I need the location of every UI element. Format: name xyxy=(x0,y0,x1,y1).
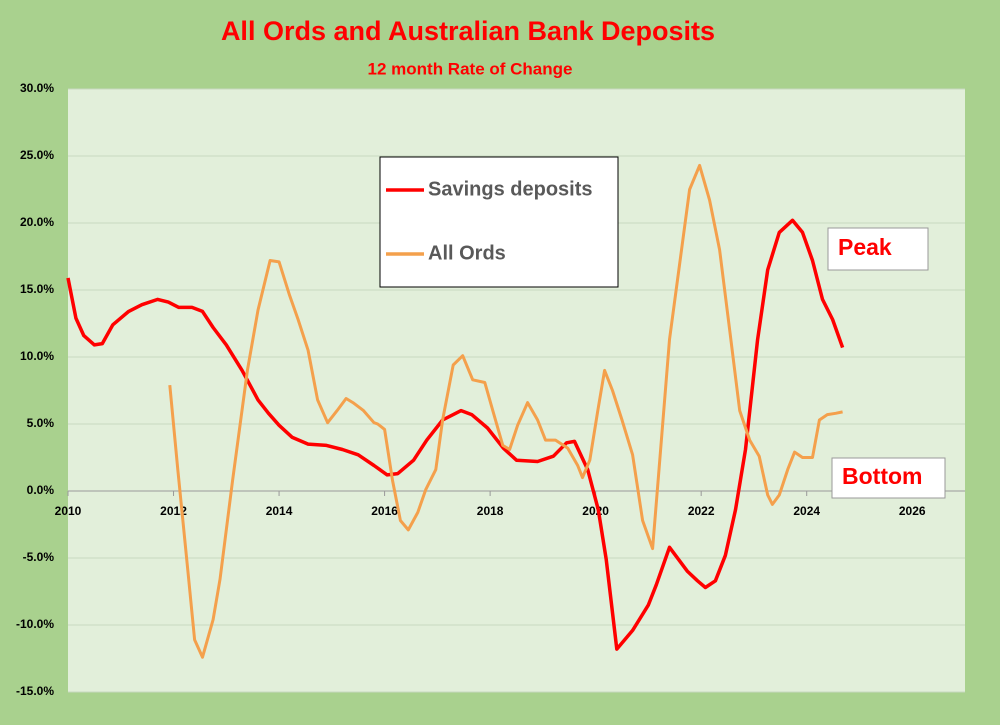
x-tick-label: 2016 xyxy=(371,504,398,518)
chart-subtitle: 12 month Rate of Change xyxy=(368,59,573,78)
y-tick-label: -10.0% xyxy=(16,617,54,631)
y-tick-label: 20.0% xyxy=(20,215,54,229)
y-tick-label: 0.0% xyxy=(27,483,55,497)
annotation-box xyxy=(831,457,946,499)
x-tick-label: 2018 xyxy=(477,504,504,518)
series-line xyxy=(168,163,843,659)
annotation: Peak xyxy=(838,234,892,260)
y-tick-label: -15.0% xyxy=(16,684,54,698)
y-tick-label: 10.0% xyxy=(20,349,54,363)
y-tick-label: 30.0% xyxy=(20,81,54,95)
y-tick-label: -5.0% xyxy=(23,550,55,564)
series-line xyxy=(66,218,845,651)
x-tick-label: 2024 xyxy=(793,504,820,518)
x-tick-label: 2022 xyxy=(688,504,715,518)
legend-box xyxy=(379,156,619,288)
chart-title: All Ords and Australian Bank Deposits xyxy=(221,16,715,46)
annotation-box xyxy=(827,227,929,271)
legend-label: Savings deposits xyxy=(428,178,593,200)
y-tick-label: 25.0% xyxy=(20,148,54,162)
legend-label: All Ords xyxy=(428,242,506,264)
x-tick-label: 2026 xyxy=(899,504,926,518)
y-tick-label: 15.0% xyxy=(20,282,54,296)
annotation: Bottom xyxy=(842,463,922,489)
x-tick-label: 2020 xyxy=(582,504,609,518)
x-tick-label: 2010 xyxy=(55,504,82,518)
x-tick-label: 2014 xyxy=(266,504,293,518)
y-tick-label: 5.0% xyxy=(27,416,55,430)
